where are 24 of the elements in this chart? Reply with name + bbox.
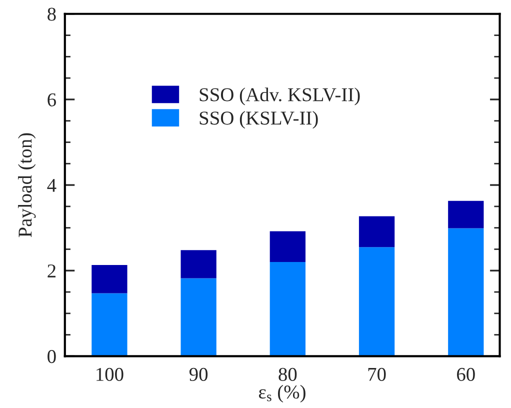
bar (270, 231, 306, 262)
x-tick-label: 60 (457, 368, 475, 381)
x-tick-label: 90 (189, 368, 208, 381)
bar (448, 200, 484, 228)
bar (358, 216, 395, 248)
y-tick-label: 6 (48, 93, 56, 106)
y-tick-label: 2 (48, 264, 56, 278)
x-axis-title: ε$_{s}$ (%) (258, 384, 306, 403)
legend-label: SSO (KSLV-II) (200, 111, 318, 129)
bar (92, 293, 128, 356)
y-tick-label: 4 (47, 178, 56, 192)
bar (180, 278, 216, 356)
x-tick-label: 70 (368, 368, 386, 381)
bar (358, 247, 395, 356)
y-axis-title: Payload (ton) (18, 133, 36, 238)
bar (448, 228, 484, 356)
x-tick-label: 80 (278, 368, 297, 381)
y-tick-label: 0 (48, 350, 56, 364)
bar (92, 265, 128, 294)
x-tick-label: 100 (96, 368, 124, 381)
y-tick-label: 8 (48, 8, 56, 21)
legend-label: SSO (Adv. KSLV-II) (200, 88, 360, 106)
bar (180, 250, 216, 278)
bar (270, 262, 306, 356)
